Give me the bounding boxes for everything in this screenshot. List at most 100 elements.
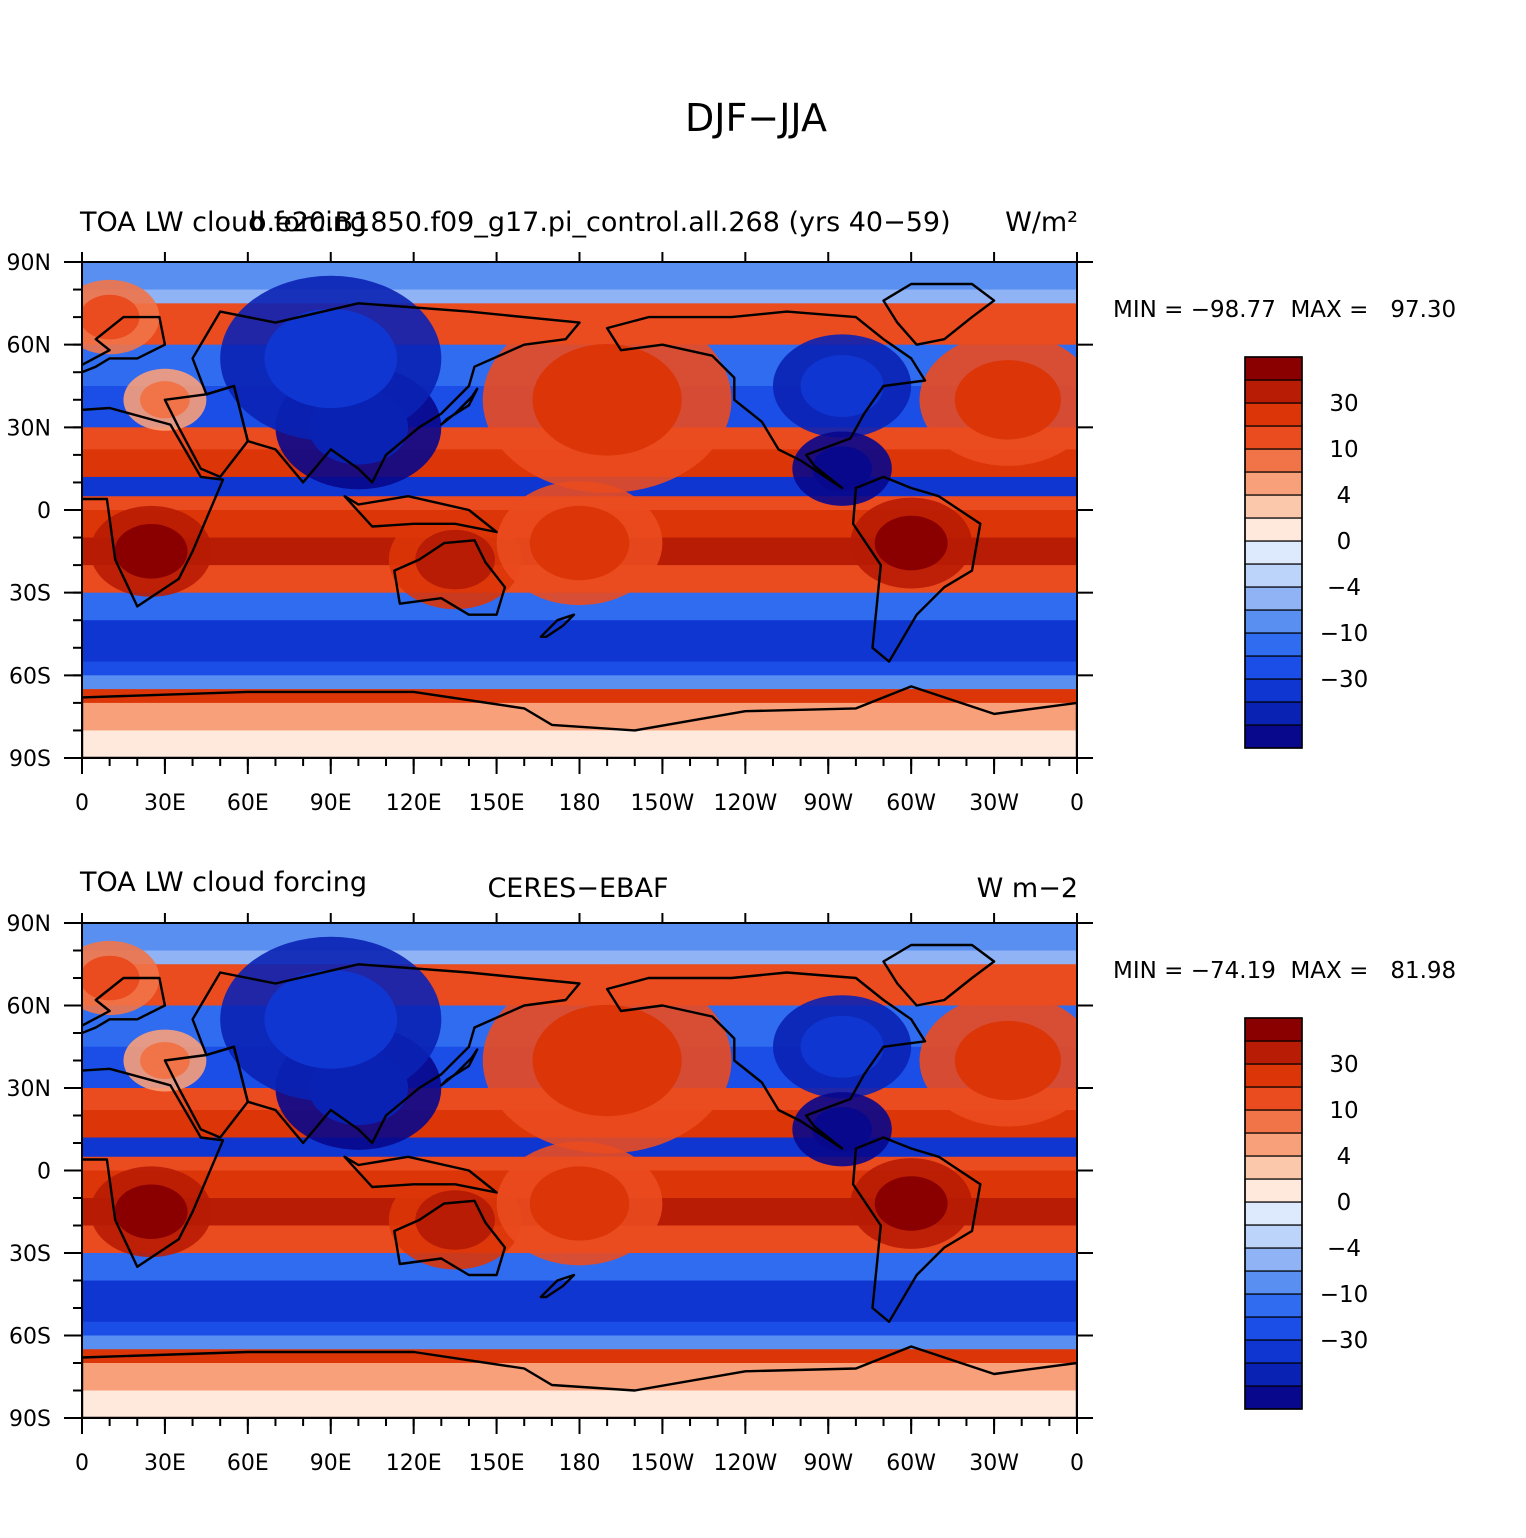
colorbar-swatch bbox=[1244, 586, 1303, 611]
colorbar-swatch bbox=[1244, 1339, 1303, 1364]
y-tick-label: 30N bbox=[7, 416, 51, 441]
coastline bbox=[851, 1136, 982, 1323]
colorbar-swatch bbox=[1244, 1201, 1303, 1226]
colorbar-label: −4 bbox=[1327, 1236, 1361, 1262]
field-blob-core bbox=[532, 343, 682, 456]
map-field bbox=[82, 262, 1077, 758]
colorbar-frame bbox=[1244, 356, 1303, 749]
panel-min-max: MIN = −98.77 MAX = 97.30 bbox=[1113, 297, 1456, 323]
field-blob-core bbox=[529, 1166, 630, 1241]
colorbar-label: −4 bbox=[1327, 575, 1361, 601]
panel-left-title: TOA LW cloud forcing bbox=[79, 867, 367, 898]
coastline bbox=[605, 971, 927, 1150]
panel-left-title: TOA LW cloud forcing bbox=[79, 207, 367, 238]
x-tick-label: 90E bbox=[310, 1451, 352, 1476]
x-tick-label: 150E bbox=[469, 1451, 525, 1476]
coastlines bbox=[82, 282, 1077, 758]
y-tick-label: 0 bbox=[37, 1160, 51, 1185]
colorbar-swatch bbox=[1244, 425, 1303, 450]
coastline bbox=[440, 1048, 479, 1087]
y-tick-label: 60S bbox=[9, 664, 51, 689]
x-tick-label: 90W bbox=[803, 1451, 853, 1476]
field-band bbox=[82, 289, 1077, 305]
field-blob-core bbox=[415, 1190, 495, 1250]
figure-title: DJF−JJA bbox=[685, 96, 827, 140]
colorbar-swatch bbox=[1244, 1017, 1303, 1042]
y-tick-label: 90N bbox=[7, 251, 51, 276]
field-blob-core bbox=[954, 360, 1061, 440]
field-blob-core bbox=[874, 1176, 948, 1231]
field-blob-core bbox=[874, 515, 948, 571]
y-tick-label: 0 bbox=[37, 499, 51, 524]
x-tick-label: 0 bbox=[75, 791, 89, 816]
x-tick-label: 30E bbox=[144, 791, 186, 816]
colorbar-swatch bbox=[1244, 1109, 1303, 1134]
colorbar-swatch bbox=[1244, 1224, 1303, 1249]
x-tick-label: 90W bbox=[803, 791, 853, 816]
field-blob-core bbox=[264, 308, 398, 409]
coastline bbox=[343, 495, 498, 534]
field-blob-core bbox=[82, 294, 140, 340]
y-tick-label: 60N bbox=[7, 334, 51, 359]
coastline bbox=[882, 943, 996, 1007]
colorbar-swatch bbox=[1244, 1316, 1303, 1341]
colorbar-label: 4 bbox=[1337, 483, 1352, 509]
x-tick-label: 120W bbox=[713, 791, 777, 816]
x-tick-label: 120E bbox=[386, 791, 442, 816]
panel-model: TOA LW cloud forcing b.e20.B1850.f09_g17… bbox=[7, 207, 1457, 816]
field-band bbox=[82, 730, 1077, 758]
y-tick-label: 30S bbox=[9, 1242, 51, 1267]
field-band bbox=[82, 950, 1077, 966]
colorbar-label: 0 bbox=[1337, 1190, 1352, 1216]
panel-observation: TOA LW cloud forcing CERES−EBAF W m−2 MI… bbox=[7, 867, 1457, 1476]
field-blob-core bbox=[264, 969, 398, 1069]
axis-ticks bbox=[64, 913, 1093, 1434]
x-tick-label: 30W bbox=[969, 791, 1019, 816]
field-band bbox=[82, 620, 1077, 663]
x-tick-label: 90E bbox=[310, 791, 352, 816]
colorbar-label: −30 bbox=[1320, 1328, 1369, 1354]
coastline bbox=[539, 613, 576, 638]
colorbar-swatch bbox=[1244, 1293, 1303, 1318]
field-blob-core bbox=[954, 1020, 1061, 1101]
x-tick-label: 120W bbox=[713, 1451, 777, 1476]
x-tick-label: 30E bbox=[144, 1451, 186, 1476]
x-tick-label: 120E bbox=[386, 1451, 442, 1476]
x-tick-label: 30W bbox=[969, 1451, 1019, 1476]
colorbar-swatch bbox=[1244, 471, 1303, 496]
x-tick-label: 180 bbox=[559, 1451, 601, 1476]
field-blob-core bbox=[415, 529, 495, 590]
colorbar-swatch bbox=[1244, 701, 1303, 726]
coastlines bbox=[82, 943, 1077, 1418]
y-tick-label: 30N bbox=[7, 1077, 51, 1102]
colorbar-label: 30 bbox=[1329, 391, 1358, 417]
field-band bbox=[82, 1390, 1077, 1418]
colorbar-swatch bbox=[1244, 402, 1303, 427]
panel-center-title: CERES−EBAF bbox=[487, 873, 668, 904]
x-tick-label: 60E bbox=[227, 1451, 269, 1476]
field-blob-core bbox=[800, 1015, 884, 1078]
coastline bbox=[82, 1067, 225, 1268]
field-blob-core bbox=[800, 355, 884, 417]
colorbar-swatch bbox=[1244, 540, 1303, 565]
colorbar-swatch bbox=[1244, 1178, 1303, 1203]
field-band bbox=[82, 675, 1077, 691]
colorbar-swatch bbox=[1244, 448, 1303, 473]
colorbar-swatch bbox=[1244, 678, 1303, 703]
x-tick-label: 150W bbox=[631, 1451, 695, 1476]
x-tick-label: 150W bbox=[631, 791, 695, 816]
coastline bbox=[82, 315, 167, 393]
field-band bbox=[82, 1321, 1077, 1337]
colorbar-label: 10 bbox=[1329, 1098, 1358, 1124]
field-blob-core bbox=[812, 446, 872, 491]
y-tick-label: 90S bbox=[9, 1407, 51, 1432]
colorbar-swatch bbox=[1244, 1063, 1303, 1088]
y-tick-label: 90N bbox=[7, 912, 51, 937]
field-blob-core bbox=[82, 955, 140, 1001]
field-band bbox=[82, 1335, 1077, 1351]
colorbar-label: 4 bbox=[1337, 1144, 1352, 1170]
x-tick-label: 60W bbox=[886, 1451, 936, 1476]
field-blob-core bbox=[529, 505, 630, 581]
field-blob-core bbox=[532, 1004, 682, 1117]
field-blob-core bbox=[114, 524, 188, 579]
